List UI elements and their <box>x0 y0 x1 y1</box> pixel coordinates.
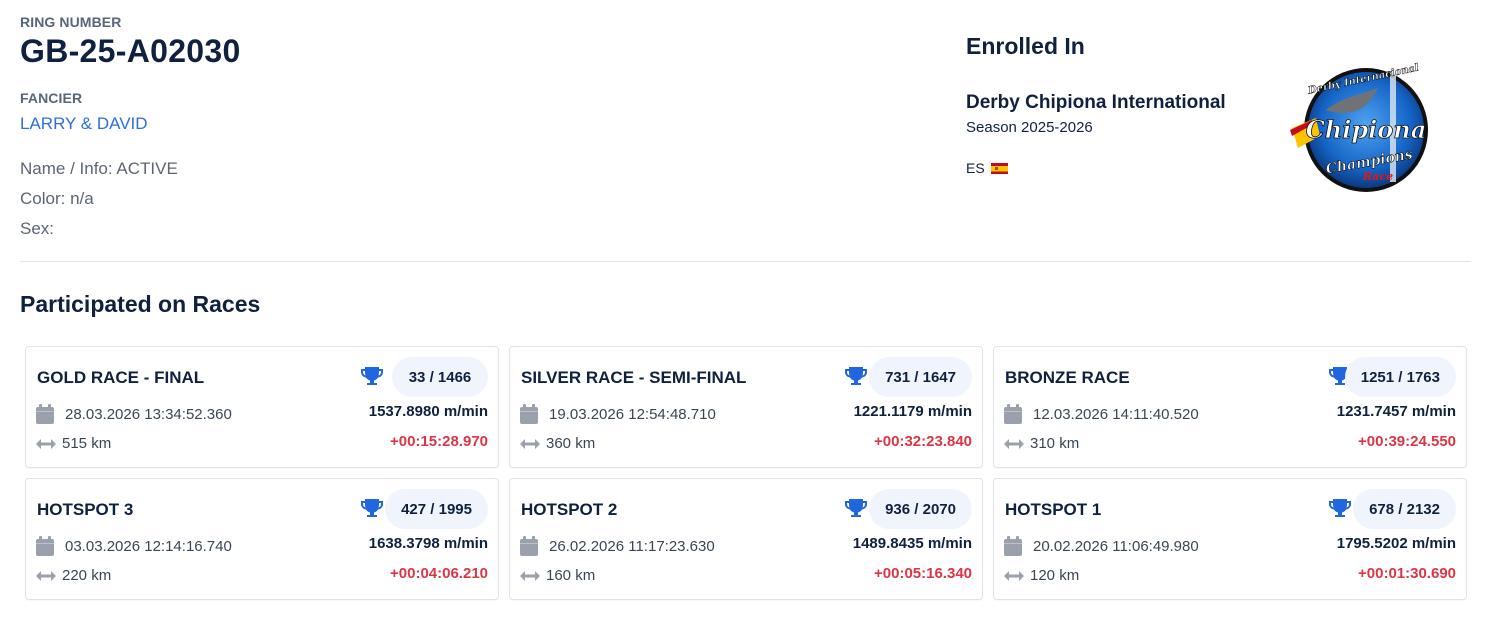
calendar-icon <box>36 404 54 424</box>
race-name: GOLD RACE - FINAL <box>37 368 205 387</box>
race-speed: 1489.8435 m/min <box>852 535 972 552</box>
race-date-row: 28.03.2026 13:34:52.360 <box>36 404 232 424</box>
race-date-row: 26.02.2026 11:17:23.630 <box>520 536 715 556</box>
race-name: HOTSPOT 3 <box>37 500 134 519</box>
distance-arrows-icon <box>1004 570 1024 581</box>
race-speed: 1638.3798 m/min <box>368 535 488 552</box>
race-card[interactable]: SILVER RACE - SEMI-FINAL 731 / 1647 19.0… <box>509 346 983 468</box>
distance-arrows-icon <box>36 438 56 449</box>
distance-arrows-icon <box>36 570 56 581</box>
distance-arrows-icon <box>520 570 540 581</box>
calendar-icon <box>36 536 54 556</box>
calendar-icon <box>1004 404 1022 424</box>
race-date: 20.02.2026 11:06:49.980 <box>1033 537 1199 555</box>
race-time-diff: +00:01:30.690 <box>1358 565 1456 582</box>
calendar-icon <box>520 536 538 556</box>
svg-text:Race: Race <box>1362 170 1393 183</box>
race-date-row: 20.02.2026 11:06:49.980 <box>1004 536 1199 556</box>
fancier-link[interactable]: LARRY & DAVID <box>20 114 148 133</box>
race-speed: 1221.1179 m/min <box>853 403 972 420</box>
race-speed: 1537.8980 m/min <box>368 403 488 420</box>
rank-badge: 678 / 2132 <box>1353 489 1456 529</box>
race-distance: 160 km <box>546 567 596 584</box>
fancier-label: FANCIER <box>20 90 83 106</box>
race-date: 26.02.2026 11:17:23.630 <box>549 537 715 555</box>
race-speed: 1231.7457 m/min <box>1336 403 1456 420</box>
trophy-icon <box>1329 499 1351 517</box>
race-speed: 1795.5202 m/min <box>1336 535 1456 552</box>
trophy-icon <box>845 499 867 517</box>
ring-number: GB-25-A02030 <box>20 33 241 69</box>
race-distance: 220 km <box>62 567 112 584</box>
bird-header: RING NUMBER GB-25-A02030 FANCIER LARRY &… <box>20 0 1471 262</box>
name-info: Name / Info: ACTIVE <box>20 159 178 178</box>
race-time-diff: +00:05:16.340 <box>874 565 972 582</box>
race-date: 28.03.2026 13:34:52.360 <box>65 405 232 423</box>
rank-badge: 731 / 1647 <box>869 357 972 397</box>
race-distance: 310 km <box>1030 435 1080 452</box>
distance-arrows-icon <box>1004 438 1024 449</box>
ring-number-label: RING NUMBER <box>20 14 122 30</box>
race-distance: 120 km <box>1030 567 1080 584</box>
races-grid: GOLD RACE - FINAL 33 / 1466 28.03.2026 1… <box>25 346 1467 600</box>
race-name: BRONZE RACE <box>1005 368 1130 387</box>
race-name: HOTSPOT 2 <box>521 500 618 519</box>
race-distance: 515 km <box>62 435 112 452</box>
trophy-icon <box>361 367 383 385</box>
race-card[interactable]: HOTSPOT 3 427 / 1995 03.03.2026 12:14:16… <box>25 478 499 600</box>
svg-text:Chipiona: Chipiona <box>1306 115 1427 144</box>
races-section-title: Participated on Races <box>20 291 261 317</box>
race-date: 12.03.2026 14:11:40.520 <box>1033 405 1199 423</box>
race-distance-row: 310 km <box>1004 435 1079 452</box>
race-distance-row: 160 km <box>520 567 595 584</box>
rank-badge: 1251 / 1763 <box>1344 357 1456 397</box>
race-time-diff: +00:39:24.550 <box>1358 433 1456 450</box>
race-card[interactable]: BRONZE RACE 1251 / 1763 12.03.2026 14:11… <box>993 346 1467 468</box>
country: ES <box>966 160 1008 176</box>
competition-name[interactable]: Derby Chipiona International <box>966 92 1226 113</box>
race-time-diff: +00:32:23.840 <box>874 433 972 450</box>
race-date: 03.03.2026 12:14:16.740 <box>65 537 232 555</box>
trophy-icon <box>361 499 383 517</box>
race-distance: 360 km <box>546 435 596 452</box>
race-distance-row: 120 km <box>1004 567 1079 584</box>
rank-badge: 936 / 2070 <box>869 489 972 529</box>
trophy-icon <box>845 367 867 385</box>
race-time-diff: +00:04:06.210 <box>390 565 488 582</box>
calendar-icon <box>1004 536 1022 556</box>
race-distance-row: 360 km <box>520 435 595 452</box>
race-distance-row: 515 km <box>36 435 111 452</box>
race-date-row: 03.03.2026 12:14:16.740 <box>36 536 232 556</box>
race-time-diff: +00:15:28.970 <box>390 433 488 450</box>
race-date: 19.03.2026 12:54:48.710 <box>549 405 716 423</box>
rank-badge: 33 / 1466 <box>392 357 488 397</box>
race-card[interactable]: HOTSPOT 2 936 / 2070 26.02.2026 11:17:23… <box>509 478 983 600</box>
color-info: Color: n/a <box>20 189 94 208</box>
race-distance-row: 220 km <box>36 567 111 584</box>
race-name: HOTSPOT 1 <box>1005 500 1102 519</box>
distance-arrows-icon <box>520 438 540 449</box>
race-date-row: 19.03.2026 12:54:48.710 <box>520 404 716 424</box>
sex-info: Sex: <box>20 219 55 238</box>
spain-flag-icon <box>990 162 1008 174</box>
competition-logo: Chipiona Champions Race Derby Internacio… <box>1290 62 1428 192</box>
rank-badge: 427 / 1995 <box>385 489 488 529</box>
enrolled-in-title: Enrolled In <box>966 33 1085 59</box>
country-code: ES <box>966 160 985 176</box>
race-card[interactable]: HOTSPOT 1 678 / 2132 20.02.2026 11:06:49… <box>993 478 1467 600</box>
season: Season 2025-2026 <box>966 119 1093 136</box>
race-date-row: 12.03.2026 14:11:40.520 <box>1004 404 1199 424</box>
race-card[interactable]: GOLD RACE - FINAL 33 / 1466 28.03.2026 1… <box>25 346 499 468</box>
race-name: SILVER RACE - SEMI-FINAL <box>521 368 747 387</box>
calendar-icon <box>520 404 538 424</box>
